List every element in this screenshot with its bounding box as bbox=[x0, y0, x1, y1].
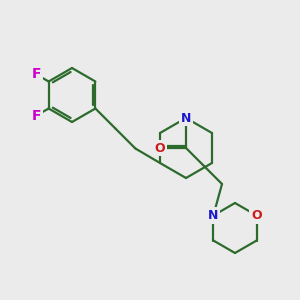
Text: O: O bbox=[251, 209, 262, 222]
Text: N: N bbox=[181, 112, 191, 124]
Text: O: O bbox=[155, 142, 165, 154]
Text: F: F bbox=[32, 109, 41, 122]
Text: N: N bbox=[208, 209, 218, 222]
Text: F: F bbox=[32, 68, 41, 82]
